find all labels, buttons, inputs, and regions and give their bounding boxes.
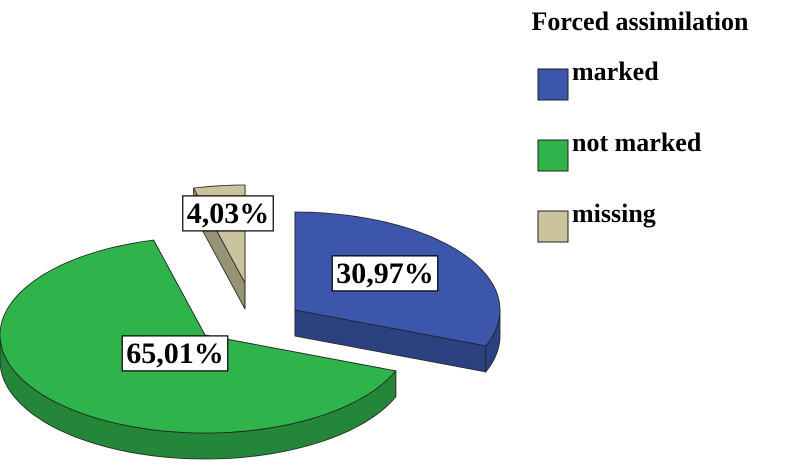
value-label-box bbox=[182, 195, 274, 232]
legend-swatch bbox=[537, 210, 569, 243]
legend-swatch bbox=[537, 139, 569, 172]
pie-slice bbox=[294, 211, 501, 374]
legend-label: marked bbox=[572, 57, 659, 86]
legend-title: Forced assimilation bbox=[532, 7, 749, 36]
legend-swatch bbox=[537, 68, 569, 101]
value-label: 4,03% bbox=[187, 197, 270, 230]
value-label-box bbox=[121, 335, 229, 372]
legend-label: missing bbox=[572, 199, 656, 228]
value-label: 30,97% bbox=[336, 257, 434, 290]
value-label: 65,01% bbox=[126, 337, 224, 370]
legend-label: not marked bbox=[572, 128, 702, 157]
value-label-box bbox=[331, 255, 439, 292]
